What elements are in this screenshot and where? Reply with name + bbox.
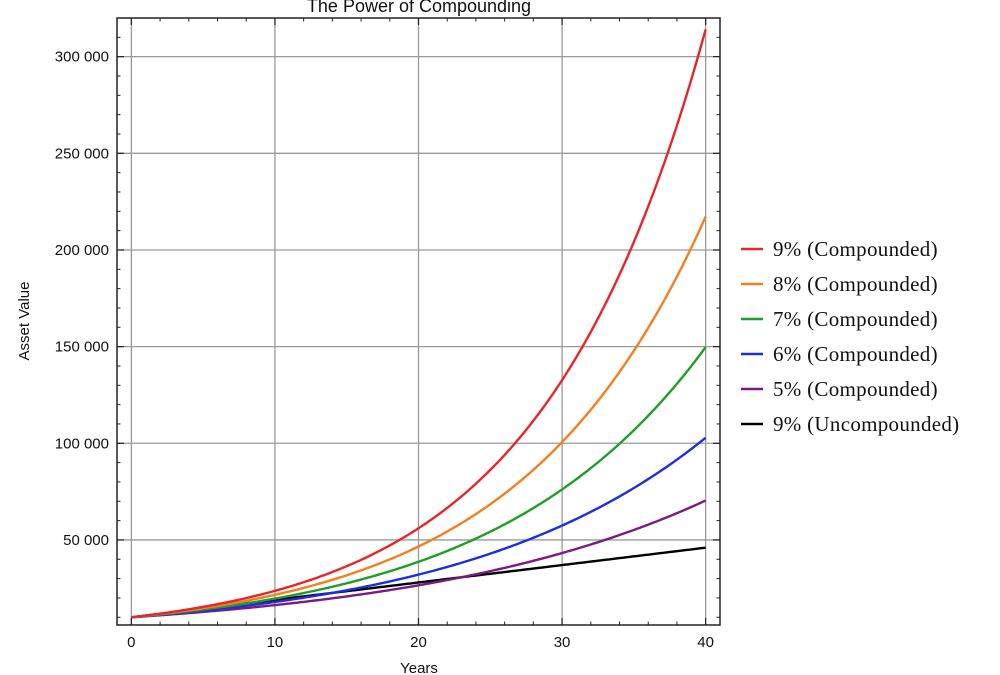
x-tick-label: 30 [554,634,571,651]
legend-item: 7% (Compounded) [741,307,938,331]
y-tick-label: 250 000 [55,145,109,162]
legend-item: 6% (Compounded) [741,342,938,366]
series-line [131,216,707,619]
series-lines [131,29,707,619]
series-line [131,499,707,619]
x-axis-label: Years [400,660,438,675]
legend-item: 9% (Uncompounded) [741,412,959,436]
y-tick-label: 150 000 [55,339,109,356]
y-axis-label: Asset Value [16,282,33,361]
legend-label: 7% (Compounded) [773,307,938,331]
legend-item: 8% (Compounded) [741,272,938,296]
y-tick-label: 50 000 [63,532,109,549]
x-tick-label: 20 [410,634,427,651]
legend-label: 8% (Compounded) [773,272,938,296]
grid [117,18,720,625]
legend-label: 9% (Compounded) [773,237,938,261]
series-line [131,29,707,619]
axis-ticks: 0 10 20 30 40 50 000 100 000 150 000 200 000 250 … [55,18,720,651]
y-tick-label: 100 000 [55,435,109,452]
legend-label: 9% (Uncompounded) [773,412,959,436]
x-tick-label: 40 [697,634,714,651]
legend-label: 6% (Compounded) [773,342,938,366]
x-tick-label: 0 [127,634,135,651]
legend-item: 5% (Compounded) [741,377,938,401]
chart-title: The Power of Compounding [307,0,531,16]
y-tick-label: 200 000 [55,242,109,259]
legend-item: 9% (Compounded) [741,237,938,261]
x-tick-label: 10 [267,634,284,651]
series-line [131,436,707,619]
series-line [131,346,707,619]
legend-label: 5% (Compounded) [773,377,938,401]
legend: 9% (Compounded) 8% (Compounded) 7% (Compou… [741,237,959,436]
y-tick-label: 300 000 [55,49,109,66]
